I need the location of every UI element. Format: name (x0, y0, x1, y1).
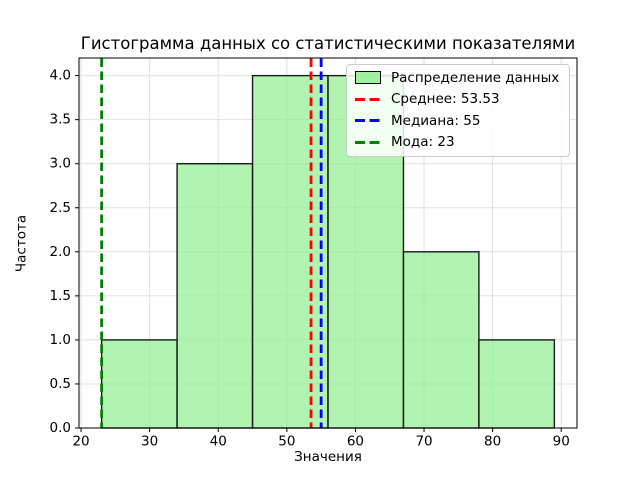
y-tick-label: 0.0 (50, 420, 71, 436)
y-tick-label: 3.5 (50, 112, 71, 128)
y-tick-label: 1.5 (50, 288, 71, 304)
histogram-bar (478, 339, 556, 429)
x-tick-label: 70 (415, 434, 432, 450)
legend-item: Распределение данных (347, 67, 569, 89)
x-tick-label: 90 (553, 434, 570, 450)
legend-item: Медиана: 55 (347, 110, 569, 132)
y-tick-label: 2.5 (50, 200, 71, 216)
chart-title: Гистограмма данных со статистическими по… (80, 34, 576, 53)
x-tick-label: 40 (210, 434, 227, 450)
y-tick-label: 0.5 (50, 376, 71, 392)
x-tick-label: 80 (484, 434, 501, 450)
legend-item: Мода: 23 (347, 132, 569, 154)
plot-frame (78, 57, 578, 429)
x-axis-label: Значения (294, 449, 362, 465)
legend: Распределение данных Среднее: 53.53 Медиан… (346, 64, 570, 157)
legend-label: Медиана: 55 (391, 112, 481, 129)
legend-dashed-line-icon (355, 140, 381, 144)
histogram-bar (176, 163, 254, 429)
y-tick-label: 3.0 (50, 156, 71, 172)
legend-label: Распределение данных (391, 69, 560, 86)
legend-patch-icon (355, 71, 381, 85)
histogram-bar (402, 251, 480, 429)
legend-dashed-line-icon (355, 97, 381, 101)
legend-label: Среднее: 53.53 (391, 91, 500, 108)
x-tick-label: 20 (72, 434, 89, 450)
x-tick-label: 60 (347, 434, 364, 450)
legend-label: Мода: 23 (391, 134, 455, 151)
histogram-bar (251, 74, 329, 429)
y-tick-label: 1.0 (50, 332, 71, 348)
x-tick-label: 30 (141, 434, 158, 450)
legend-dashed-line-icon (355, 119, 381, 123)
y-axis-label: Частота (13, 214, 30, 273)
histogram-bar (100, 339, 178, 429)
x-tick-label: 50 (278, 434, 295, 450)
legend-item: Среднее: 53.53 (347, 89, 569, 111)
y-tick-label: 4.0 (50, 68, 71, 84)
y-tick-label: 2.0 (50, 244, 71, 260)
